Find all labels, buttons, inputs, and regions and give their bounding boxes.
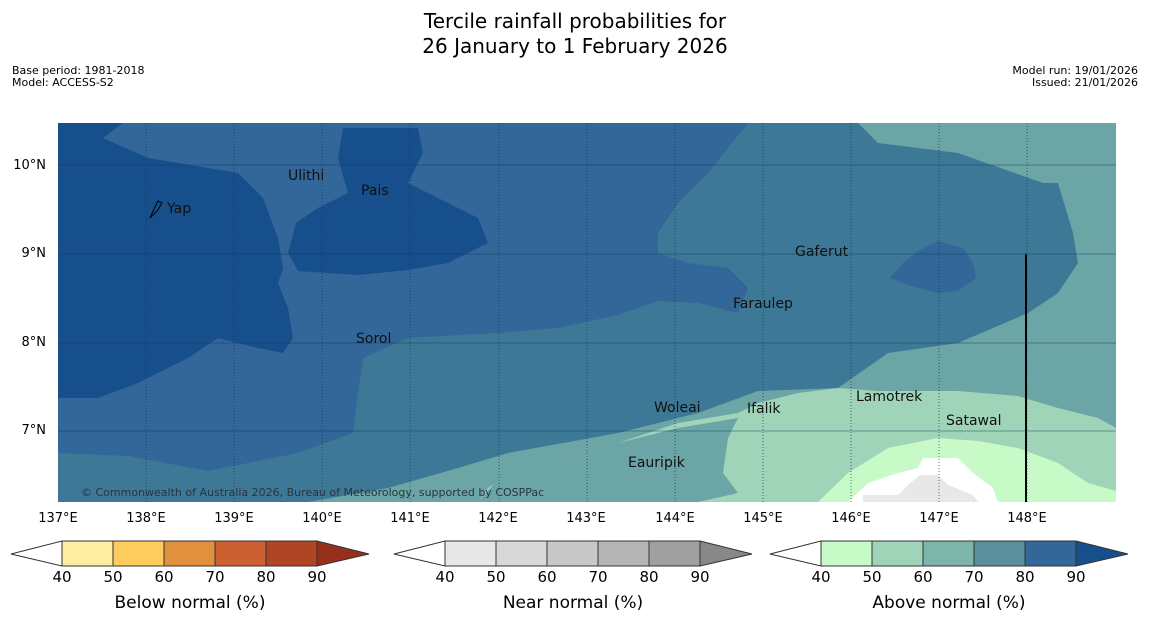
near-normal-swatch-60-70 [546, 540, 599, 567]
region-60-70-pocket [478, 418, 738, 502]
above-normal-swatch-60-70 [922, 540, 975, 567]
yap-coastline [149, 200, 163, 219]
region-90-plus [58, 123, 293, 398]
above-normal-extend-max [1075, 540, 1129, 567]
above-normal-extend-min [769, 540, 822, 567]
place-label-eauripik: Eauripik [628, 455, 686, 471]
lon-label-144e: 144°E [655, 511, 695, 526]
base-period-info: Base period: 1981-2018 Model: ACCESS-S2 [12, 65, 144, 89]
lon-gridlines [145, 123, 1028, 502]
above-normal-tick-80: 80 [1015, 568, 1035, 586]
below-normal-swatch-80-90 [265, 540, 318, 567]
near-normal-tick-90: 90 [690, 568, 710, 586]
near-normal-colorbar [393, 540, 753, 567]
near-normal-extend-min [393, 540, 446, 567]
lon-label-138e: 138°E [126, 511, 166, 526]
region-near-normal-gray [863, 475, 978, 502]
lon-label-147e: 147°E [919, 511, 959, 526]
below-normal-tick-60: 60 [154, 568, 174, 586]
above-normal-label: Above normal (%) [872, 593, 1026, 613]
above-normal-swatch-50-60 [871, 540, 924, 567]
above-normal-swatch-80-90 [1024, 540, 1077, 567]
lat-label-10n: 10°N [13, 158, 46, 173]
place-label-gaferut: Gaferut [795, 244, 849, 260]
above-normal-tick-40: 40 [811, 568, 831, 586]
place-label-yap: Yap [166, 201, 191, 217]
near-normal-swatch-40-50 [444, 540, 497, 567]
lat-label-8n: 8°N [21, 335, 47, 350]
copyright-notice: © Commonwealth of Australia 2026, Bureau… [81, 486, 544, 499]
below-normal-swatch-60-70 [163, 540, 216, 567]
place-label-satawal: Satawal [946, 413, 1001, 429]
below-normal-tick-90: 90 [307, 568, 327, 586]
below-normal-tick-70: 70 [205, 568, 225, 586]
title-line-1: Tercile rainfall probabilities for [423, 9, 727, 33]
below-normal-colorbar [10, 540, 370, 567]
lat-label-7n: 7°N [21, 423, 47, 438]
near-normal-tick-40: 40 [435, 568, 455, 586]
below-normal-swatch-40-50 [61, 540, 114, 567]
below-normal-tick-40: 40 [52, 568, 72, 586]
below-normal-tick-80: 80 [256, 568, 276, 586]
above-normal-tick-50: 50 [862, 568, 882, 586]
below-normal-extend-max [316, 540, 370, 567]
issued-date: Issued: 21/01/2026 [1031, 76, 1138, 89]
place-label-ulithi: Ulithi [288, 168, 324, 184]
near-normal-swatch-50-60 [495, 540, 548, 567]
above-normal-tick-60: 60 [913, 568, 933, 586]
near-normal-tick-70: 70 [588, 568, 608, 586]
near-normal-label: Near normal (%) [502, 593, 644, 613]
lon-label-140e: 140°E [302, 511, 342, 526]
lon-label-146e: 146°E [831, 511, 871, 526]
near-normal-tick-80: 80 [639, 568, 659, 586]
lon-label-142e: 142°E [478, 511, 518, 526]
lon-label-148e: 148°E [1007, 511, 1047, 526]
above-normal-tick-70: 70 [964, 568, 984, 586]
above-normal-swatch-70-80 [973, 540, 1026, 567]
lon-label-137e: 137°E [38, 511, 78, 526]
above-normal-colorbar [769, 540, 1129, 567]
title-line-2: 26 January to 1 February 2026 [422, 34, 728, 58]
place-label-woleai: Woleai [654, 400, 701, 416]
region-90-plus-center [288, 128, 488, 275]
lon-label-145e: 145°E [743, 511, 783, 526]
below-normal-swatch-50-60 [112, 540, 165, 567]
place-label-faraulep: Faraulep [733, 296, 793, 312]
near-normal-extend-max [699, 540, 753, 567]
base-period: Base period: 1981-2018 [12, 64, 145, 77]
model-run-info: Model run: 19/01/2026 Issued: 21/01/2026 [1012, 65, 1138, 89]
place-label-sorol: Sorol [356, 331, 391, 347]
forecast-map: Yap Ulithi Pais Sorol Gaferut Faraulep W… [58, 123, 1116, 502]
lon-label-143e: 143°E [566, 511, 606, 526]
below-normal-tick-50: 50 [103, 568, 123, 586]
place-label-lamotrek: Lamotrek [856, 389, 923, 405]
near-normal-tick-50: 50 [486, 568, 506, 586]
lon-label-141e: 141°E [390, 511, 430, 526]
near-normal-swatch-80-90 [648, 540, 701, 567]
above-normal-tick-90: 90 [1066, 568, 1086, 586]
below-normal-swatch-70-80 [214, 540, 267, 567]
below-normal-label: Below normal (%) [114, 593, 266, 613]
map-title: Tercile rainfall probabilities for 26 Ja… [0, 9, 1150, 59]
above-normal-swatch-40-50 [820, 540, 873, 567]
place-label-pais: Pais [361, 183, 389, 199]
near-normal-swatch-70-80 [597, 540, 650, 567]
place-label-ifalik: Ifalik [747, 401, 781, 417]
lon-label-139e: 139°E [214, 511, 254, 526]
model-run: Model run: 19/01/2026 [1012, 64, 1138, 77]
lat-gridlines [58, 164, 1116, 432]
model-name: Model: ACCESS-S2 [12, 76, 114, 89]
below-normal-extend-min [10, 540, 63, 567]
near-normal-tick-60: 60 [537, 568, 557, 586]
lat-label-9n: 9°N [21, 246, 47, 261]
